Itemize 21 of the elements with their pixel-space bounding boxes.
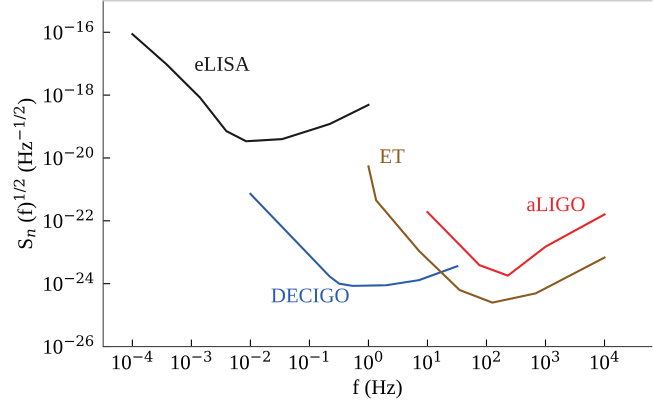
x-tick-label: 10$^{1}$: [414, 350, 440, 370]
x-tick-label: 10$^{−3}$: [172, 350, 212, 370]
x-axis-title: f (Hz): [352, 379, 402, 398]
series-label: DECIGO: [271, 288, 349, 302]
x-tick-label: 10$^{0}$: [354, 350, 382, 370]
y-tick-label: 10$^{−26}$: [44, 335, 94, 354]
y-axis-title: S$_{n}$ (f)$^{1/2}$ (Hz$^{−1/2}$): [14, 98, 36, 248]
x-tick-label: 10$^{−2}$: [230, 350, 270, 370]
y-tick-label: 10$^{−24}$: [44, 272, 94, 291]
series-label: aLIGO: [527, 197, 585, 212]
x-tick-label: 10$^{2}$: [472, 350, 500, 370]
series-label: eLISA: [195, 56, 250, 71]
x-tick-label: 10$^{−1}$: [290, 350, 328, 370]
y-tick-label: 10$^{−22}$: [44, 210, 93, 228]
x-tick-label: 10$^{3}$: [532, 350, 560, 370]
series-label: ET: [380, 149, 404, 164]
y-tick-label: 10$^{−16}$: [44, 20, 94, 40]
x-tick-label: 10$^{4}$: [590, 350, 619, 370]
y-tick-label: 10$^{−20}$: [44, 146, 94, 166]
y-tick-label: 10$^{−18}$: [44, 84, 94, 102]
x-tick-label: 10$^{−4}$: [112, 350, 153, 370]
